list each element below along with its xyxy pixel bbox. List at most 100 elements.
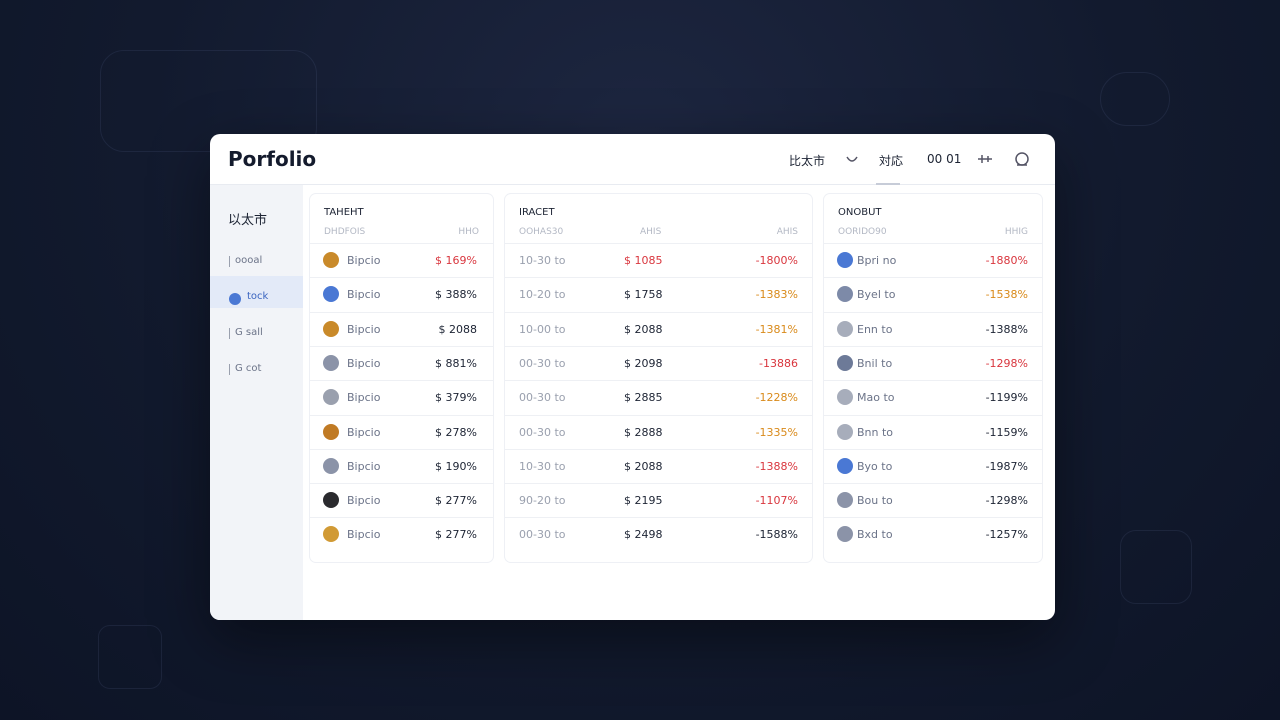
nav-item[interactable]: 00 01	[927, 152, 962, 166]
panel: ONOBUT OORIDO90 HHIG Bpri no -1880% Byel to -1…	[824, 194, 1042, 562]
app-title: Porfolio	[228, 147, 317, 171]
price: $ 2888	[624, 425, 663, 439]
asset-name: Bxd to	[857, 528, 893, 542]
value: -1257%	[985, 528, 1028, 542]
value: $ 388%	[435, 288, 477, 302]
coin-icon	[837, 252, 853, 268]
asset-name: Bipcio	[347, 356, 381, 370]
value: -1298%	[985, 356, 1028, 370]
asset-name: Bipcio	[347, 494, 381, 508]
table-row[interactable]: Bou to -1298%	[824, 483, 1042, 518]
table-row[interactable]: 00-30 to $ 2098 -13886	[505, 345, 812, 381]
date: 10-30 to	[519, 459, 566, 473]
asset-name: Bipcio	[347, 528, 381, 542]
item-marker	[229, 364, 230, 375]
date: 10-20 to	[519, 288, 566, 302]
table-row[interactable]: Bipcio $ 169%	[310, 243, 493, 278]
value: -1880%	[985, 254, 1028, 267]
asset-name: Bipcio	[347, 288, 381, 302]
table-row[interactable]: 10-20 to $ 1758 -1383%	[505, 277, 812, 312]
icon[interactable]	[976, 151, 994, 167]
sidebar: 以太市 oooal tock G sall G cot	[210, 185, 303, 620]
value: -1199%	[985, 391, 1028, 405]
coin-icon	[837, 354, 853, 371]
date: 00-30 to	[519, 425, 566, 439]
date: 10-00 to	[519, 322, 566, 336]
panel-title: ONOBUT	[838, 207, 882, 218]
value: -1383%	[755, 288, 798, 302]
table-row[interactable]: Mao to -1199%	[824, 380, 1042, 415]
coin-icon	[323, 252, 339, 268]
table-row[interactable]: Bnil to -1298%	[824, 345, 1042, 381]
date: 90-20 to	[519, 494, 566, 508]
value: -1388%	[985, 322, 1028, 336]
sidebar-item[interactable]: oooal	[235, 255, 263, 266]
coin-icon	[323, 320, 339, 337]
table-row[interactable]: Bipcio $ 881%	[310, 345, 493, 381]
table-row[interactable]: 00-30 to $ 2498 -1588%	[505, 517, 812, 552]
asset-name: Bipcio	[347, 425, 381, 439]
table-row[interactable]: 00-30 to $ 2888 -1335%	[505, 414, 812, 450]
table-row[interactable]: Byo to -1987%	[824, 448, 1042, 484]
asset-name: Byel to	[857, 288, 896, 302]
table-row[interactable]: 10-00 to $ 2088 -1381%	[505, 311, 812, 347]
table-row[interactable]: Bipcio $ 277%	[310, 483, 493, 518]
asset-name: Byo to	[857, 459, 893, 473]
table-row[interactable]: Bipcio $ 190%	[310, 448, 493, 484]
asset-name: Bnil to	[857, 356, 893, 370]
table-row[interactable]: Bipcio $ 277%	[310, 517, 493, 552]
table-row[interactable]: Bipcio $ 388%	[310, 277, 493, 312]
table-row[interactable]: 00-30 to $ 2885 -1228%	[505, 380, 812, 415]
coin-icon	[837, 457, 853, 474]
price: $ 1758	[624, 288, 663, 302]
table-row[interactable]: Bxd to -1257%	[824, 517, 1042, 552]
table-row[interactable]: Bnn to -1159%	[824, 414, 1042, 450]
value: -1987%	[985, 459, 1028, 473]
table-row[interactable]: Bipcio $ 2088	[310, 311, 493, 347]
nav-item[interactable]: 対応	[879, 154, 904, 168]
coin-icon	[323, 526, 339, 543]
portfolio-window: Porfolio 比太市 対応 00 01 以太市 oooal tock G sal…	[210, 134, 1055, 620]
date: 00-30 to	[519, 356, 566, 370]
value: -1588%	[755, 528, 798, 542]
coin-icon	[323, 492, 339, 509]
asset-name: Bpri no	[857, 254, 897, 267]
value: -1228%	[755, 391, 798, 405]
panel: TAHEHT DHDFOIS HHO Bipcio $ 169% Bipcio $ 388%…	[310, 194, 493, 562]
item-marker	[229, 256, 230, 267]
item-marker	[229, 328, 230, 339]
asset-name: Bipcio	[347, 322, 381, 336]
value: -13886	[759, 356, 798, 370]
nav-item[interactable]: 比太市	[789, 154, 826, 168]
value: -1335%	[755, 425, 798, 439]
price: $ 2088	[624, 459, 663, 473]
coin-icon	[323, 389, 339, 406]
price: $ 2498	[624, 528, 663, 542]
table-row[interactable]: Bipcio $ 278%	[310, 414, 493, 450]
coin-icon	[323, 423, 339, 440]
coin-icon	[323, 286, 339, 303]
table-row[interactable]: Bpri no -1880%	[824, 243, 1042, 278]
asset-name: Bou to	[857, 494, 893, 508]
icon[interactable]	[844, 151, 860, 167]
table-row[interactable]: 10-30 to $ 2088 -1388%	[505, 448, 812, 484]
table-row[interactable]: 90-20 to $ 2195 -1107%	[505, 483, 812, 518]
table-row[interactable]: 10-30 to $ 1085 -1800%	[505, 243, 812, 278]
item-icon	[229, 293, 241, 305]
coin-icon	[837, 320, 853, 337]
asset-name: Bnn to	[857, 425, 894, 439]
active-underline	[876, 183, 900, 185]
decoration	[98, 625, 162, 689]
sidebar-item[interactable]: G sall	[235, 327, 263, 338]
asset-name: Bipcio	[347, 391, 381, 405]
icon[interactable]	[1013, 151, 1031, 169]
table-row[interactable]: Bipcio $ 379%	[310, 380, 493, 415]
column-header: AHIS	[640, 227, 662, 237]
sidebar-item[interactable]: tock	[247, 291, 269, 302]
panel-title: IRACET	[519, 207, 555, 218]
coin-icon	[323, 457, 339, 474]
table-row[interactable]: Enn to -1388%	[824, 311, 1042, 347]
sidebar-item[interactable]: G cot	[235, 363, 262, 374]
table-row[interactable]: Byel to -1538%	[824, 277, 1042, 312]
value: $ 277%	[435, 528, 477, 542]
